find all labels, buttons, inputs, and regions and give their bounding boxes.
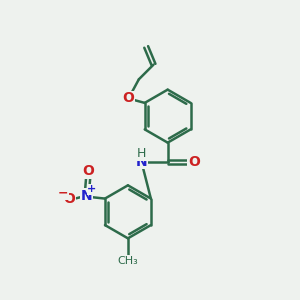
Text: N: N: [136, 155, 147, 169]
Text: O: O: [82, 164, 94, 178]
Text: H: H: [137, 147, 146, 160]
Text: +: +: [87, 184, 96, 194]
Text: O: O: [64, 192, 76, 206]
Text: CH₃: CH₃: [118, 256, 138, 266]
Text: N: N: [81, 189, 92, 202]
Text: O: O: [123, 92, 134, 106]
Text: −: −: [58, 187, 68, 200]
Text: O: O: [188, 155, 200, 169]
